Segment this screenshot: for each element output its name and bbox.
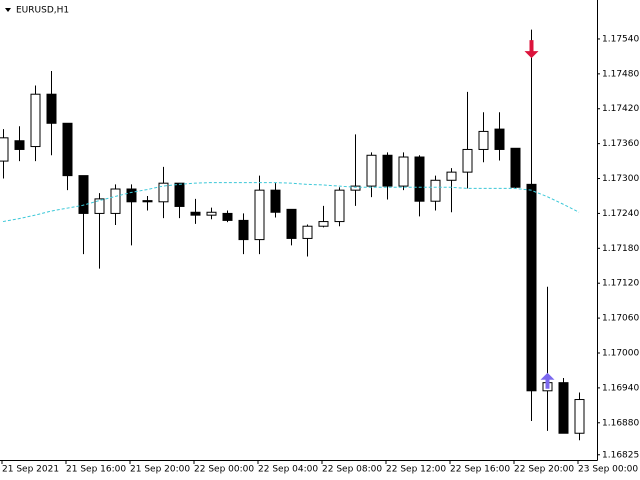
x-tick-label: 22 Sep 20:00	[514, 465, 574, 475]
y-tick-label: 1.16940	[602, 383, 639, 393]
candle-body	[94, 198, 105, 214]
y-tick-label: 1.17120	[602, 279, 639, 289]
candle-body	[574, 399, 585, 434]
y-tick-label: 1.17420	[602, 104, 639, 114]
candle-body	[286, 208, 297, 239]
candle-body	[334, 189, 345, 223]
y-tick-label: 1.17180	[602, 244, 639, 254]
x-tick-label: 21 Sep 2021	[2, 465, 59, 475]
candle-body	[558, 382, 569, 434]
candle-body	[126, 188, 137, 203]
y-tick-label: 1.17540	[602, 34, 639, 44]
x-tick-label: 21 Sep 16:00	[66, 465, 126, 475]
y-tick-label: 1.17300	[602, 174, 639, 184]
candle-body	[462, 148, 473, 173]
signal-arrow	[540, 372, 555, 389]
y-tick-label: 1.17480	[602, 69, 639, 79]
moving-average-line	[2, 182, 580, 223]
candle-body	[142, 200, 153, 203]
y-tick-label: 1.17240	[602, 209, 639, 219]
candle-body	[510, 147, 521, 188]
candle-body	[494, 128, 505, 150]
candle-body	[430, 179, 441, 202]
candle-body	[174, 182, 185, 207]
y-tick-label: 1.16825	[602, 450, 639, 460]
x-tick-label: 22 Sep 04:00	[258, 465, 318, 475]
candle-body	[0, 137, 9, 162]
candle-body	[254, 189, 265, 241]
x-tick-label: 22 Sep 08:00	[322, 465, 382, 475]
y-tick-label: 1.17360	[602, 139, 639, 149]
y-tick-label: 1.17000	[602, 348, 639, 358]
candle-body	[238, 219, 249, 241]
x-tick-label: 22 Sep 16:00	[450, 465, 510, 475]
chart-title: EURUSD,H1	[16, 6, 69, 16]
candle-body	[302, 225, 313, 239]
x-tick-label: 21 Sep 20:00	[130, 465, 190, 475]
candle-body	[478, 130, 489, 150]
candle-body	[318, 221, 329, 227]
candle-body	[526, 183, 537, 392]
candle-body	[206, 211, 217, 216]
y-tick-label: 1.16880	[602, 418, 639, 428]
candle-body	[382, 154, 393, 187]
candle-body	[78, 175, 89, 214]
candle-body	[366, 154, 377, 187]
symbol-menu-icon[interactable]	[5, 8, 11, 12]
y-tick-label: 1.17060	[602, 314, 639, 324]
candle-body	[414, 156, 425, 202]
x-tick-label: 22 Sep 00:00	[194, 465, 254, 475]
candle-body	[110, 188, 121, 214]
candle-body	[158, 182, 169, 203]
x-tick-label: 22 Sep 12:00	[386, 465, 446, 475]
candle-body	[222, 212, 233, 221]
candle-body	[62, 122, 73, 177]
signal-arrow	[524, 40, 539, 59]
candle-body	[46, 93, 57, 124]
candle-body	[30, 93, 41, 148]
candle-body	[190, 211, 201, 216]
x-tick-label: 23 Sep 00:00	[578, 465, 638, 475]
candle-body	[350, 185, 361, 191]
candle-body	[14, 140, 25, 150]
candle-body	[398, 156, 409, 187]
candle-body	[270, 189, 281, 213]
candle-body	[446, 171, 457, 181]
